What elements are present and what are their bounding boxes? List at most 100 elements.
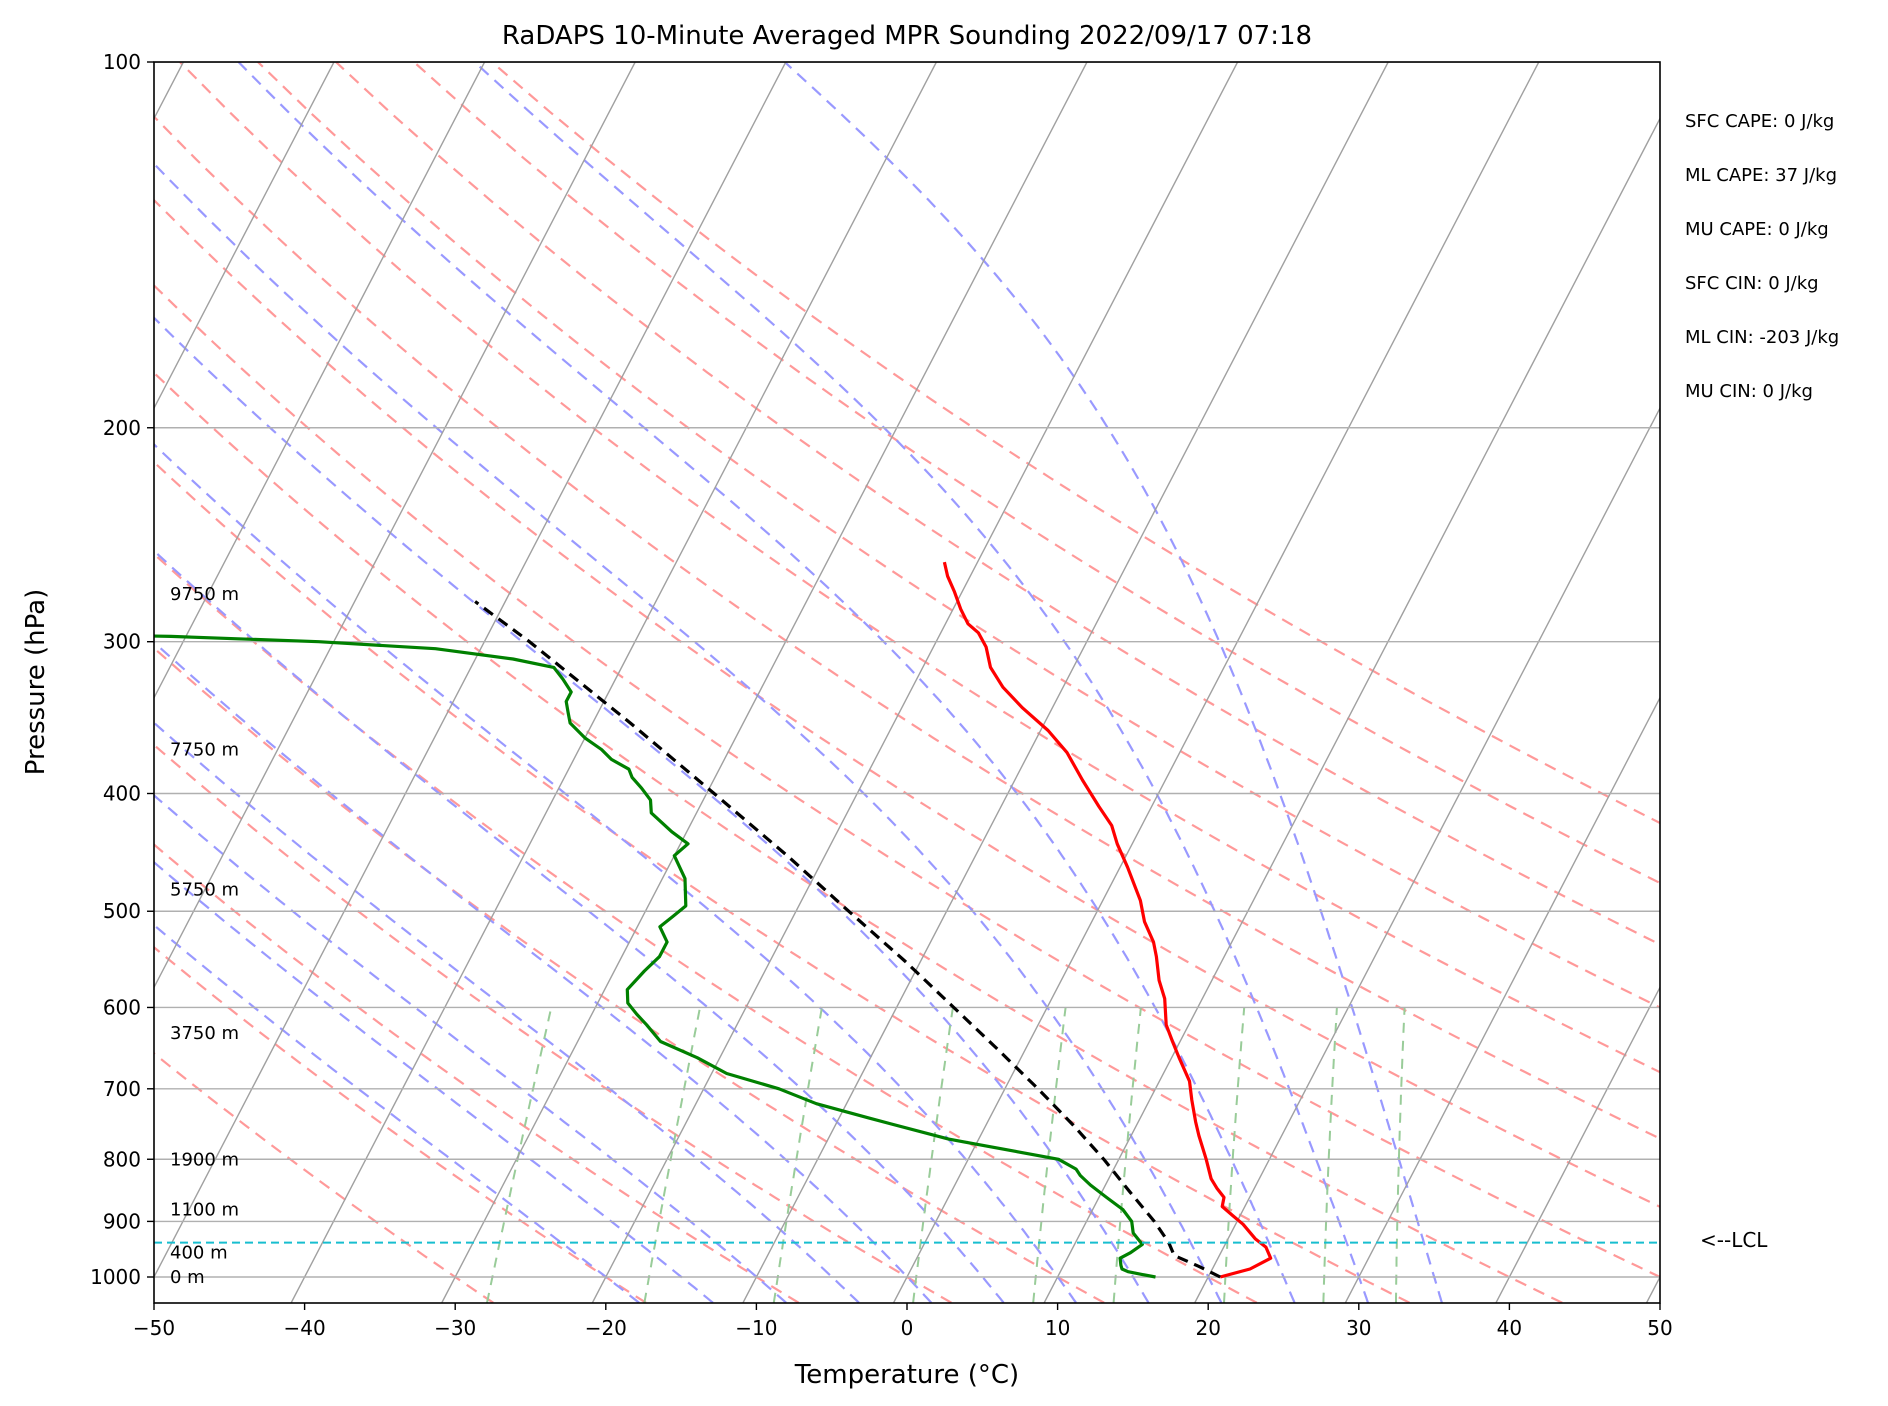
dry-adiabat (154, 283, 1660, 1279)
dry-adiabat (413, 62, 1660, 885)
y-tick-label: 600 (103, 995, 141, 1019)
isotherm-line (1645, 1275, 1660, 1303)
isobar-gridlines (154, 62, 1660, 1278)
isotherm-line (1043, 117, 1660, 1303)
height-label: 9750 m (170, 584, 239, 605)
moist-adiabat (154, 793, 787, 1303)
moist-adiabat (154, 442, 1077, 1303)
moist-adiabat (154, 162, 1223, 1303)
plot-frame (153, 61, 1661, 1304)
stat-ml-cape: ML CAPE: 37 J/kg (1685, 165, 1837, 186)
x-tick-label: −10 (735, 1316, 777, 1340)
stat-mu-cin: MU CIN: 0 J/kg (1685, 381, 1813, 402)
mixing-ratio-line (912, 1007, 954, 1303)
moist-adiabat (154, 721, 860, 1303)
dry-adiabat (154, 743, 952, 1303)
mixing-ratio-line (486, 1007, 553, 1303)
isotherm-line (1495, 985, 1660, 1303)
x-tick-label: 20 (1195, 1316, 1220, 1340)
parcel-line (474, 600, 1221, 1279)
x-tick-label: −30 (434, 1316, 476, 1340)
x-tick-label: 10 (1045, 1316, 1070, 1340)
y-tick-label: 1000 (90, 1265, 141, 1289)
isotherm-line (154, 62, 486, 700)
x-tick-label: 30 (1346, 1316, 1371, 1340)
mixing-ratio-line (1223, 1007, 1246, 1303)
y-tick-label: 900 (103, 1209, 141, 1233)
chart-title: RaDAPS 10-Minute Averaged MPR Sounding 2… (502, 21, 1312, 51)
height-label: 3750 m (170, 1023, 239, 1044)
stat-mu-cape: MU CAPE: 0 J/kg (1685, 219, 1829, 240)
y-tick-label: 200 (103, 416, 141, 440)
height-label: 5750 m (170, 880, 239, 901)
dry-adiabat (335, 62, 1660, 946)
isotherm-line (1344, 696, 1660, 1303)
dry-adiabat (491, 62, 1660, 825)
y-tick-label: 700 (103, 1077, 141, 1101)
y-axis-label: Pressure (hPa) (21, 589, 51, 776)
height-labels: 0 m 400 m 1100 m 1900 m 3750 m 5750 m 7750 m 97… (170, 584, 239, 1288)
y-tick-label: 400 (103, 782, 141, 806)
x-axis-label: Temperature (°C) (794, 1360, 1019, 1390)
lcl-label: <--LCL (1700, 1228, 1768, 1252)
x-tick-label: 0 (901, 1316, 914, 1340)
mixing-ratio-line (1112, 1007, 1142, 1303)
dry-adiabat (154, 646, 1105, 1303)
stat-sfc-cape: SFC CAPE: 0 J/kg (1685, 111, 1834, 132)
y-tick-label: 500 (103, 899, 141, 923)
isotherm-line (290, 62, 938, 1303)
x-tick-label: 40 (1497, 1316, 1522, 1340)
y-tick-label: 300 (103, 630, 141, 654)
isotherm-line (154, 62, 636, 989)
background-lines (154, 62, 1660, 1303)
dry-adiabat (154, 115, 1660, 1140)
moist-adiabat (473, 62, 1370, 1303)
moist-adiabat (154, 316, 1150, 1303)
isotherm-line (441, 62, 1088, 1303)
height-label: 1900 m (170, 1149, 239, 1170)
dry-adiabat (154, 1052, 494, 1303)
moist-adiabat (154, 549, 1005, 1303)
stat-sfc-cin: SFC CIN: 0 J/kg (1685, 273, 1819, 294)
isotherm-line (1194, 406, 1660, 1303)
moist-adiabat (154, 860, 714, 1303)
mixing-ratio-line (1032, 1007, 1067, 1303)
stats-box: SFC CAPE: 0 J/kg ML CAPE: 37 J/kg MU CAP… (1685, 111, 1839, 402)
dry-adiabat (257, 62, 1660, 1009)
moist-adiabat (783, 62, 1443, 1303)
y-tick-label: 800 (103, 1147, 141, 1171)
moist-adiabat (154, 640, 933, 1303)
dewpoint-line (154, 634, 1156, 1279)
temperature-line (942, 561, 1273, 1279)
isotherm-line (154, 62, 335, 410)
y-tick-label: 100 (103, 50, 141, 74)
sounding-profiles (154, 561, 1660, 1279)
isotherm-line (591, 62, 1239, 1303)
moist-adiabat (154, 923, 640, 1303)
dry-adiabat (154, 460, 1410, 1303)
mixing-ratio-line (772, 1007, 823, 1303)
mixing-ratio-line (643, 1007, 701, 1303)
isotherm-line (154, 62, 787, 1279)
x-tick-label: −20 (585, 1316, 627, 1340)
dry-adiabat (154, 843, 800, 1303)
height-label: 400 m (170, 1243, 228, 1264)
x-tick-label: −40 (283, 1316, 325, 1340)
dry-adiabat (179, 62, 1660, 1074)
moist-adiabat (237, 62, 1296, 1303)
height-label: 0 m (170, 1267, 205, 1288)
x-tick-label: −50 (133, 1316, 175, 1340)
y-ticks: 100 200 300 400 500 600 700 800 900 1000 (90, 50, 154, 1289)
x-tick-label: 50 (1647, 1316, 1672, 1340)
mixing-ratio-line (1395, 1007, 1406, 1303)
height-label: 1100 m (170, 1200, 239, 1221)
stat-ml-cin: ML CIN: -203 J/kg (1685, 327, 1839, 348)
height-label: 7750 m (170, 740, 239, 761)
dry-adiabat (154, 552, 1258, 1303)
dry-adiabat (154, 371, 1563, 1303)
dry-adiabat (154, 945, 647, 1303)
isotherm-line (892, 62, 1540, 1303)
x-ticks: −50 −40 −30 −20 −10 0 10 20 30 40 50 (133, 1303, 1673, 1340)
mixing-ratio-line (1322, 1007, 1338, 1303)
